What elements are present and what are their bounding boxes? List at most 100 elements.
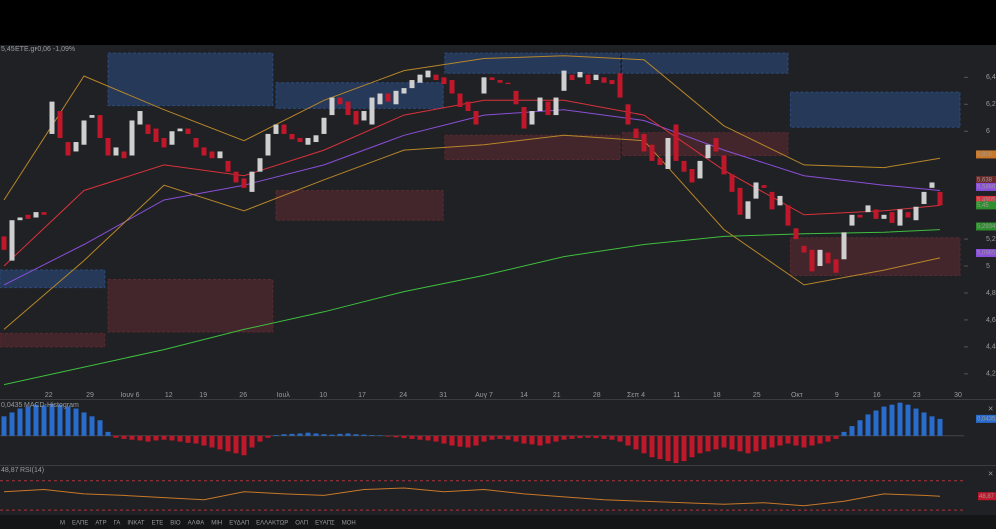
histogram-bar xyxy=(385,435,391,437)
toolbar-item[interactable]: ΕΤΕ xyxy=(152,521,164,527)
zone xyxy=(789,91,961,128)
toolbar-item[interactable]: ΟΛΠ xyxy=(295,521,308,527)
x-tick-label: Σεπ 4 xyxy=(627,392,645,399)
histogram-bar xyxy=(201,435,207,446)
candle xyxy=(49,101,55,134)
histogram-bar xyxy=(657,435,663,460)
x-tick-label: 9 xyxy=(835,392,839,399)
candle xyxy=(417,74,423,83)
candle xyxy=(689,168,695,183)
histogram-bar xyxy=(529,435,535,445)
toolbar-item[interactable]: M xyxy=(60,521,65,527)
toolbar-item[interactable]: ΕΥΔΑΠ xyxy=(229,521,249,527)
price-badge-label: 5,4905 xyxy=(977,197,996,203)
histogram-bar xyxy=(281,434,287,436)
candle xyxy=(721,155,727,175)
toolbar-item[interactable]: ΑΛΦΑ xyxy=(188,521,205,527)
toolbar-item[interactable]: ΜΙΗ xyxy=(211,521,222,527)
candle xyxy=(313,135,319,143)
histogram-bar xyxy=(473,435,479,446)
toolbar-item[interactable]: ΕΛΠΕ xyxy=(72,521,88,527)
candle xyxy=(297,137,303,143)
histogram-bar xyxy=(785,435,791,444)
candle xyxy=(593,74,599,81)
candle xyxy=(545,101,551,116)
histogram-bar xyxy=(449,435,455,446)
y-tick-label: 5,2 xyxy=(986,236,996,243)
candle xyxy=(833,259,839,273)
toolbar-item[interactable]: ΑΤΡ xyxy=(95,521,106,527)
histogram-bar xyxy=(457,435,463,447)
price-badge xyxy=(976,195,996,204)
histogram-bar xyxy=(441,435,447,444)
toolbar-item[interactable]: ΕΥΑΠΣ xyxy=(315,521,335,527)
candle xyxy=(705,144,711,159)
candle xyxy=(201,147,207,156)
candle xyxy=(817,249,823,267)
histogram-bar xyxy=(825,435,831,442)
zone xyxy=(621,132,789,157)
toolbar-item[interactable]: ΜΟΗ xyxy=(342,521,356,527)
candle xyxy=(209,151,215,159)
histogram-bar xyxy=(769,435,775,448)
candle xyxy=(777,195,783,206)
candle xyxy=(33,212,39,218)
moving-average xyxy=(3,134,941,330)
candle xyxy=(241,178,247,188)
close-pane[interactable]: × xyxy=(988,403,993,413)
price-badge xyxy=(976,249,996,258)
histogram-bar xyxy=(41,405,47,436)
histogram-bar xyxy=(329,434,335,436)
x-tick-label: Οκτ xyxy=(791,392,803,399)
candle xyxy=(753,182,759,199)
histogram-bar xyxy=(545,435,551,444)
candle xyxy=(425,70,431,78)
x-tick-label: 26 xyxy=(239,392,247,399)
candle xyxy=(17,217,23,221)
histogram-bar xyxy=(377,435,383,436)
candle xyxy=(169,131,175,145)
toolbar-item[interactable]: ΙΝΚΑΤ xyxy=(127,521,145,527)
candle xyxy=(401,88,407,94)
histogram-bar xyxy=(849,426,855,436)
x-tick-label: 22 xyxy=(45,392,53,399)
histogram-bar xyxy=(937,418,943,436)
candle xyxy=(153,128,159,143)
candle xyxy=(497,80,503,83)
histogram-bar xyxy=(601,435,607,439)
indicator-value: 0,0435 xyxy=(1,402,23,409)
histogram-bar xyxy=(217,435,223,450)
x-tick-label: 10 xyxy=(319,392,327,399)
toolbar-item[interactable]: ΕΛΛΑΚΤΩΡ xyxy=(256,521,288,527)
candle xyxy=(897,209,903,226)
candle xyxy=(9,220,15,261)
candle xyxy=(873,209,879,219)
value-badge xyxy=(976,414,996,423)
y-tick-label: 6,4 xyxy=(986,74,996,81)
histogram-bar xyxy=(137,435,143,441)
histogram-bar xyxy=(489,435,495,440)
last-price: 5,45 xyxy=(1,46,15,53)
zone xyxy=(107,52,274,107)
price-badge-label: 5,45 xyxy=(977,203,989,209)
histogram-bar xyxy=(929,416,935,436)
toolbar-item[interactable]: ΒΙΟ xyxy=(170,521,181,527)
y-tick-label: 4,2 xyxy=(986,371,996,378)
histogram-bar xyxy=(73,408,79,436)
candle xyxy=(633,128,639,138)
toolbar-item[interactable]: ΓΑ xyxy=(114,521,121,527)
histogram-bar xyxy=(513,435,519,442)
histogram-bar xyxy=(889,404,895,436)
histogram-bar xyxy=(505,435,511,440)
candle xyxy=(65,142,71,156)
candle xyxy=(249,171,255,192)
candle xyxy=(377,93,383,105)
moving-average xyxy=(3,55,941,201)
histogram-bar xyxy=(81,412,87,436)
price-change: -0,06 -1,09% xyxy=(35,46,75,53)
candle xyxy=(865,205,871,213)
close-pane[interactable]: × xyxy=(988,468,993,478)
candle xyxy=(913,206,919,221)
toolbar xyxy=(0,515,996,529)
